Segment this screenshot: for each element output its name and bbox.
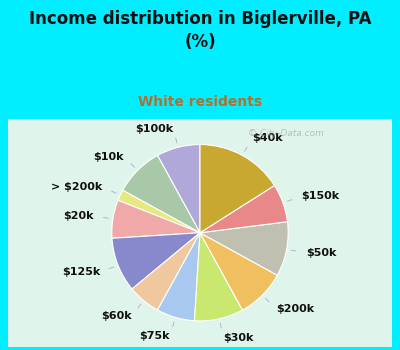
Text: © City-Data.com: © City-Data.com	[248, 130, 324, 139]
Text: $150k: $150k	[301, 191, 339, 201]
Wedge shape	[132, 233, 200, 310]
FancyBboxPatch shape	[0, 114, 400, 350]
Text: $10k: $10k	[94, 152, 124, 162]
Text: $40k: $40k	[252, 133, 282, 143]
Text: $200k: $200k	[276, 304, 314, 314]
Text: $20k: $20k	[63, 211, 94, 221]
Wedge shape	[194, 233, 242, 321]
Wedge shape	[112, 200, 200, 238]
Wedge shape	[200, 186, 288, 233]
Text: Income distribution in Biglerville, PA
(%): Income distribution in Biglerville, PA (…	[29, 10, 371, 51]
Wedge shape	[158, 233, 200, 321]
Wedge shape	[112, 233, 200, 289]
Text: White residents: White residents	[138, 94, 262, 108]
Wedge shape	[200, 233, 277, 310]
Text: $50k: $50k	[306, 248, 336, 258]
Wedge shape	[118, 190, 200, 233]
Text: $75k: $75k	[140, 331, 170, 341]
Wedge shape	[200, 222, 288, 275]
Text: $100k: $100k	[135, 124, 173, 134]
Text: $30k: $30k	[224, 333, 254, 343]
Wedge shape	[158, 145, 200, 233]
Text: $125k: $125k	[62, 267, 100, 277]
Wedge shape	[123, 155, 200, 233]
Wedge shape	[200, 145, 274, 233]
Text: > $200k: > $200k	[51, 182, 103, 192]
Text: $60k: $60k	[101, 311, 132, 321]
